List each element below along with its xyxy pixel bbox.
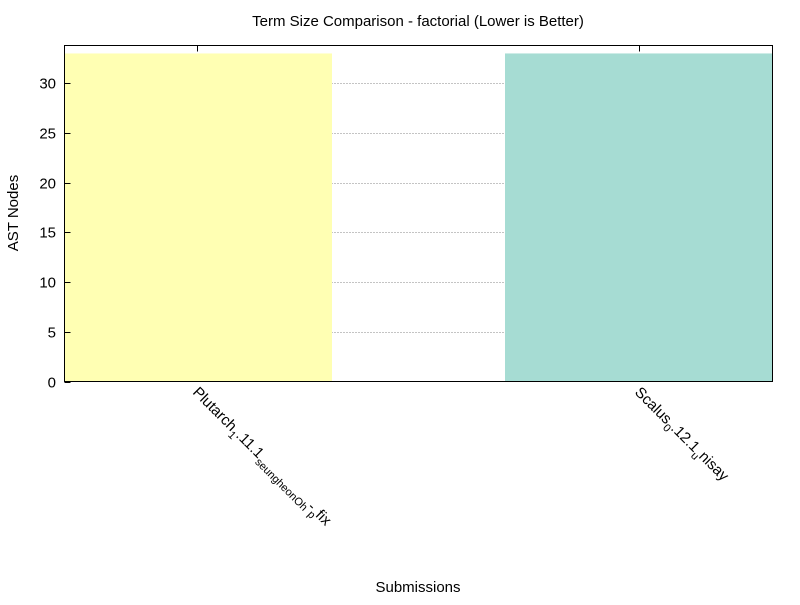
y-tick-label-10: 10 [39, 275, 56, 292]
axis-ticks [64, 45, 640, 383]
y-tick-label-5: 5 [48, 325, 56, 342]
x-tick-label-plutarch: Plutarch1.11.1seungheonOh-pfix [186, 384, 335, 533]
x-tick-label-scalus: Scalus0.12.1unisay [628, 384, 732, 488]
y-tick-label-30: 30 [39, 76, 56, 93]
bar-scalus [505, 53, 772, 382]
bars [65, 53, 772, 382]
plot-frame [64, 45, 773, 382]
bar-plutarch [65, 53, 332, 382]
y-tick-label-20: 20 [39, 176, 56, 193]
y-tick-label-15: 15 [39, 225, 56, 242]
y-tick-labels: 0 5 10 15 20 25 30 [39, 76, 56, 392]
y-axis-title: AST Nodes [5, 175, 22, 251]
chart-title: Term Size Comparison - factorial (Lower … [252, 13, 584, 30]
x-axis-title: Submissions [375, 579, 460, 596]
x-tick-labels: Plutarch1.11.1seungheonOh-pfix Scalus0.12… [186, 384, 732, 533]
y-tick-label-25: 25 [39, 126, 56, 143]
y-tick-label-0: 0 [48, 375, 56, 392]
